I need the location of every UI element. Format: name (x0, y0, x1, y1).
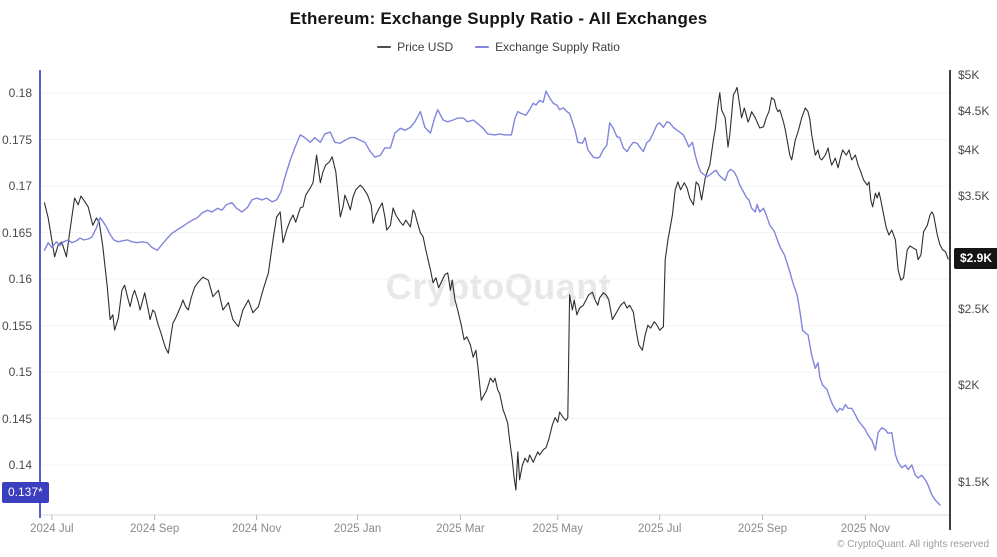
y-left-tick-label: 0.16 (8, 272, 32, 286)
ratio-line-swatch-icon (475, 46, 490, 48)
x-tick-label: 2025 May (532, 523, 584, 535)
exchange-supply-ratio-line (43, 90, 941, 506)
y-left-tick-label: 0.145 (1, 411, 32, 426)
x-tick-label: 2024 Jul (30, 523, 74, 535)
y-left-tick-label: 0.15 (8, 365, 32, 379)
legend-item-exchange-supply-ratio[interactable]: Exchange Supply Ratio (475, 40, 620, 54)
y-left-tick-label: 0.165 (1, 225, 32, 240)
y-right-tick-label: $4.5K (958, 103, 990, 118)
x-tick-label: 2025 Sep (737, 523, 788, 535)
legend-label-price-usd: Price USD (397, 40, 454, 54)
x-tick-label: 2025 Nov (840, 523, 890, 535)
y-left-tick-label: 0.14 (8, 458, 32, 472)
x-tick-label: 2024 Nov (231, 523, 282, 535)
price-usd-line (43, 86, 949, 491)
y-left-tick-label: 0.17 (8, 179, 32, 193)
x-tick-label: 2024 Sep (130, 523, 180, 535)
legend: Price USD Exchange Supply Ratio (0, 40, 997, 54)
ratio-current-value-badge: 0.137* (2, 481, 49, 503)
cryptoquant-watermark: CryptoQuant (385, 266, 612, 307)
price-line-swatch-icon (377, 46, 392, 48)
x-tick-label: 2025 Jan (333, 523, 382, 535)
y-left-tick-label: 0.155 (1, 318, 32, 333)
y-right-tick-label: $5K (958, 68, 980, 82)
y-right-tick-label: $3.5K (958, 188, 990, 203)
chart-title: Ethereum: Exchange Supply Ratio - All Ex… (289, 9, 708, 28)
x-tick-label: 2025 Mar (436, 523, 485, 535)
y-right-tick-label: $4K (958, 143, 980, 158)
x-tick-label: 2025 Jul (637, 523, 682, 535)
y-right-tick-label: $2.5K (958, 302, 990, 317)
y-right-tick-label: $2K (958, 377, 980, 392)
legend-label-exchange-supply-ratio: Exchange Supply Ratio (495, 40, 620, 54)
y-left-tick-label: 0.18 (8, 86, 32, 100)
legend-item-price-usd[interactable]: Price USD (377, 40, 453, 54)
y-right-tick-label: $1.5K (958, 475, 990, 489)
price-current-value-badge: $2.9K (954, 248, 997, 270)
y-left-tick-label: 0.175 (1, 132, 32, 147)
copyright-notice: © CryptoQuant. All rights reserved (837, 539, 989, 550)
